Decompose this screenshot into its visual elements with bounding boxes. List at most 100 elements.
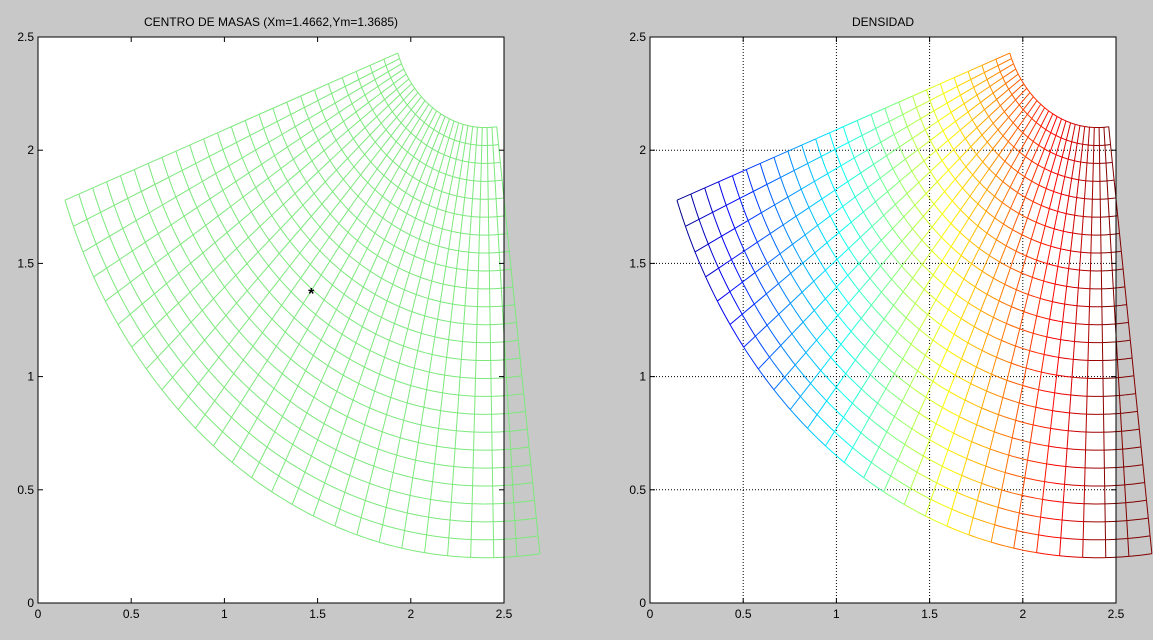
mesh-arc-segment bbox=[241, 157, 250, 174]
mesh-arc-segment bbox=[435, 263, 447, 267]
mesh-radial-segment bbox=[1052, 392, 1056, 411]
mesh-arc-segment bbox=[406, 213, 416, 219]
mesh-arc-segment bbox=[1079, 125, 1085, 128]
mesh-radial-segment bbox=[279, 265, 291, 280]
mesh-radial-segment bbox=[1049, 135, 1057, 153]
mesh-radial-segment bbox=[374, 175, 385, 190]
mesh-arc-segment bbox=[327, 83, 333, 94]
mesh-arc-segment bbox=[953, 333, 969, 344]
mesh-arc-segment bbox=[1015, 68, 1019, 75]
mesh-radial-segment bbox=[168, 169, 183, 178]
mesh-arc-segment bbox=[1040, 297, 1053, 303]
mesh-arc-segment bbox=[971, 119, 978, 128]
mesh-radial-segment bbox=[1107, 198, 1110, 217]
mesh-arc-segment bbox=[279, 278, 292, 293]
mesh-radial-segment bbox=[298, 471, 306, 489]
mesh-arc-segment bbox=[359, 119, 366, 128]
mesh-arc-segment bbox=[419, 180, 428, 186]
mesh-radial-segment bbox=[910, 329, 920, 345]
mesh-radial-segment bbox=[398, 289, 405, 307]
mesh-radial-segment bbox=[1071, 359, 1074, 378]
mesh-radial-segment bbox=[989, 77, 1004, 87]
mesh-arc-segment bbox=[319, 250, 331, 262]
mesh-arc-segment bbox=[992, 92, 998, 100]
mesh-radial-segment bbox=[106, 259, 120, 269]
mesh-radial-segment bbox=[248, 374, 259, 390]
mesh-radial-segment bbox=[336, 158, 349, 171]
mesh-radial-segment bbox=[532, 482, 535, 501]
mesh-arc-segment bbox=[362, 326, 376, 335]
mesh-radial-segment bbox=[428, 354, 433, 373]
mesh-arc-segment bbox=[992, 148, 1000, 156]
mesh-radial-segment bbox=[1068, 250, 1072, 269]
mesh-radial-segment bbox=[132, 241, 146, 252]
mesh-radial-segment bbox=[903, 488, 912, 505]
mesh-radial-segment bbox=[885, 373, 895, 389]
mesh-radial-segment bbox=[914, 193, 927, 206]
mesh-radial-segment bbox=[1017, 176, 1026, 193]
mesh-radial-segment bbox=[417, 424, 422, 443]
mesh-radial-segment bbox=[209, 148, 224, 157]
mesh-radial-segment bbox=[242, 149, 256, 159]
mesh-arc-segment bbox=[986, 390, 1003, 398]
mesh-radial-segment bbox=[390, 380, 396, 398]
mesh-arc-segment bbox=[1060, 248, 1071, 252]
mesh-arc-segment bbox=[1010, 207, 1020, 214]
mesh-arc-segment bbox=[919, 328, 934, 341]
mesh-arc-segment bbox=[820, 370, 837, 388]
mesh-arc-segment bbox=[95, 243, 108, 269]
mesh-arc-segment bbox=[273, 388, 291, 402]
mesh-radial-segment bbox=[398, 192, 407, 209]
mesh-arc-segment bbox=[902, 358, 918, 372]
mesh-arc-segment bbox=[432, 168, 440, 173]
mesh-radial-segment bbox=[795, 207, 810, 217]
mesh-radial-segment bbox=[997, 489, 1003, 508]
mesh-radial-segment bbox=[1019, 137, 1029, 153]
mesh-radial-segment bbox=[874, 318, 885, 333]
mesh-arc-segment bbox=[387, 105, 393, 112]
mesh-radial-segment bbox=[960, 86, 974, 96]
mesh-radial-segment bbox=[403, 234, 411, 252]
mesh-arc-segment bbox=[795, 216, 806, 236]
mesh-arc-segment bbox=[358, 383, 375, 392]
mesh-radial-segment bbox=[912, 129, 926, 139]
mesh-radial-segment bbox=[1040, 188, 1047, 206]
mesh-radial-segment bbox=[1032, 184, 1040, 202]
mesh-arc-segment bbox=[230, 126, 237, 143]
mesh-arc-segment bbox=[690, 193, 700, 220]
axes-box bbox=[37, 36, 505, 604]
mesh-radial-segment bbox=[954, 166, 967, 180]
mesh-radial-segment bbox=[528, 446, 532, 465]
mesh-arc-segment bbox=[941, 160, 949, 171]
y-tick-label: 0 bbox=[27, 596, 34, 610]
mesh-radial-segment bbox=[306, 171, 319, 183]
mesh-radial-segment bbox=[180, 234, 194, 245]
mesh-arc-segment bbox=[93, 276, 106, 302]
mesh-arc-segment bbox=[161, 157, 170, 178]
mesh-arc-segment bbox=[933, 203, 943, 215]
mesh-radial-segment bbox=[142, 262, 156, 274]
mesh-radial-segment bbox=[1073, 143, 1078, 161]
mesh-arc-segment bbox=[791, 333, 807, 353]
mesh-radial-segment bbox=[869, 360, 880, 375]
mesh-arc-segment bbox=[789, 409, 808, 429]
mesh-arc-segment bbox=[275, 345, 291, 360]
mesh-arc-segment bbox=[959, 158, 967, 168]
mesh-arc-segment bbox=[920, 118, 926, 130]
mesh-radial-segment bbox=[426, 168, 433, 186]
mesh-radial-segment bbox=[499, 270, 502, 289]
mesh-radial-segment bbox=[787, 144, 802, 152]
mesh-arc-segment bbox=[424, 315, 438, 320]
mesh-radial-segment bbox=[721, 227, 736, 237]
mesh-arc-segment bbox=[743, 346, 759, 370]
mesh-radial-segment bbox=[360, 161, 372, 176]
mesh-radial-segment bbox=[467, 252, 470, 271]
mesh-arc-segment bbox=[950, 223, 961, 233]
mesh-radial-segment bbox=[328, 309, 337, 326]
mesh-radial-segment bbox=[390, 166, 400, 182]
mesh-arc-segment bbox=[1075, 123, 1081, 127]
mesh-radial-segment bbox=[355, 286, 364, 303]
mesh-radial-segment bbox=[262, 318, 273, 333]
mesh-radial-segment bbox=[705, 267, 719, 278]
mesh-radial-segment bbox=[323, 284, 333, 301]
